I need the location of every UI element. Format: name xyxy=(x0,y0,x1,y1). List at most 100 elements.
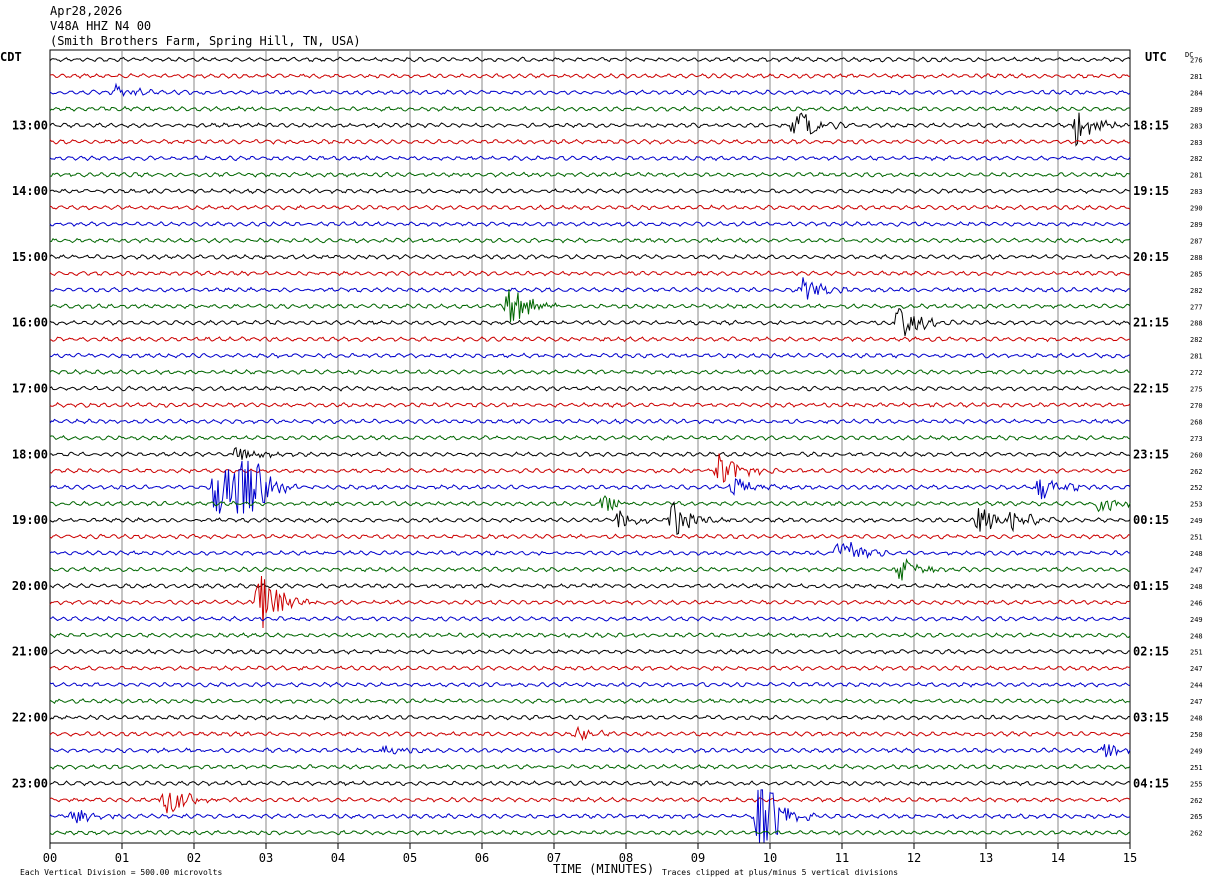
dc-offset-label: 248 xyxy=(1190,583,1203,591)
seismic-trace xyxy=(49,725,1131,742)
dc-offset-label: 246 xyxy=(1190,599,1203,607)
right-hour-label: 03:15 xyxy=(1133,711,1169,725)
seismic-trace xyxy=(49,453,1131,483)
axis-labels: CDT UTC DC TIME (MINUTES) Each Vertical … xyxy=(0,50,1203,877)
right-hour-label: 23:15 xyxy=(1133,447,1169,461)
seismic-trace xyxy=(49,221,1131,227)
seismic-trace xyxy=(49,401,1131,408)
dc-offset-label: 244 xyxy=(1190,682,1203,690)
dc-offset-label: 282 xyxy=(1190,336,1203,344)
dc-offset-label: 281 xyxy=(1190,353,1203,361)
seismic-trace xyxy=(50,446,1131,460)
seismic-trace xyxy=(49,82,1131,97)
seismic-trace xyxy=(49,632,1131,639)
x-tick-label: 11 xyxy=(835,851,849,865)
left-hour-label: 17:00 xyxy=(12,382,48,396)
seismic-trace xyxy=(49,289,1131,323)
seismic-trace xyxy=(49,541,1131,559)
seismic-trace xyxy=(49,681,1131,688)
dc-offset-label: 283 xyxy=(1190,139,1203,147)
seismic-trace xyxy=(49,697,1131,705)
x-tick-label: 02 xyxy=(187,851,201,865)
dc-offset-label: 275 xyxy=(1190,386,1203,394)
dc-offset-label: 288 xyxy=(1190,320,1203,328)
seismic-trace xyxy=(49,188,1131,195)
seismic-trace xyxy=(49,829,1131,836)
seismic-trace xyxy=(49,253,1131,260)
seismic-trace xyxy=(49,558,1130,581)
dc-offset-label: 281 xyxy=(1190,172,1203,180)
right-hour-label: 01:15 xyxy=(1133,579,1169,593)
dc-offset-label: 282 xyxy=(1190,287,1203,295)
dc-offset-label: 270 xyxy=(1190,402,1203,410)
seismic-trace xyxy=(49,105,1131,112)
seismic-trace xyxy=(49,307,1131,337)
dc-offset-label: 260 xyxy=(1190,451,1203,459)
left-hour-label: 22:00 xyxy=(12,711,48,725)
left-hour-label: 15:00 xyxy=(12,250,48,264)
left-hour-label: 20:00 xyxy=(12,579,48,593)
right-tz-label: UTC xyxy=(1145,50,1167,64)
x-tick-label: 07 xyxy=(547,851,561,865)
x-tick-label: 14 xyxy=(1051,851,1065,865)
seismic-trace xyxy=(49,112,1131,147)
seismic-trace xyxy=(49,763,1131,770)
dc-offset-label: 251 xyxy=(1190,764,1203,772)
dc-offset-label: 252 xyxy=(1190,484,1203,492)
dc-offset-label: 282 xyxy=(1190,155,1203,163)
scale-note: Each Vertical Division = 500.00 microvol… xyxy=(20,868,222,877)
dc-offset-label: 272 xyxy=(1190,369,1203,377)
seismic-trace xyxy=(49,171,1131,178)
dc-offset-label: 265 xyxy=(1190,813,1203,821)
seismic-trace xyxy=(49,270,1131,277)
dc-offset-label: 249 xyxy=(1190,616,1203,624)
dc-offset-label: 289 xyxy=(1190,106,1203,114)
seismic-trace xyxy=(49,277,1131,300)
right-hour-label: 18:15 xyxy=(1133,118,1169,132)
seismic-trace xyxy=(49,72,1131,79)
left-hour-label: 19:00 xyxy=(12,513,48,527)
dc-offset-label: 277 xyxy=(1190,303,1203,311)
right-hour-label: 21:15 xyxy=(1133,316,1169,330)
seismic-trace xyxy=(49,460,1131,514)
right-hour-label: 22:15 xyxy=(1133,382,1169,396)
left-hour-label: 16:00 xyxy=(12,316,48,330)
location-label: (Smith Brothers Farm, Spring Hill, TN, U… xyxy=(50,34,361,48)
x-tick-label: 08 xyxy=(619,851,633,865)
seismic-trace xyxy=(49,665,1131,672)
x-tick-label: 00 xyxy=(43,851,57,865)
dc-offset-label: 255 xyxy=(1190,780,1203,788)
plot-frame xyxy=(49,49,1131,844)
grid xyxy=(49,49,1131,849)
left-hour-label: 18:00 xyxy=(12,447,48,461)
station-label: V48A HHZ N4 00 xyxy=(50,19,152,33)
dc-offset-label: 281 xyxy=(1190,73,1203,81)
dc-offset-label: 248 xyxy=(1190,632,1203,640)
x-tick-label: 05 xyxy=(403,851,417,865)
dc-offset-label: 253 xyxy=(1190,501,1203,509)
dc-offset-label: 285 xyxy=(1190,270,1203,278)
right-hour-label: 00:15 xyxy=(1133,513,1169,527)
dc-offset-label: 276 xyxy=(1190,57,1203,65)
dc-offset-label: 249 xyxy=(1190,747,1203,755)
dc-offset-label: 262 xyxy=(1190,830,1203,838)
clip-note: Traces clipped at plus/minus 5 vertical … xyxy=(662,868,898,877)
left-tz-label: CDT xyxy=(0,50,22,64)
right-hour-label: 04:15 xyxy=(1133,776,1169,790)
seismic-trace xyxy=(49,648,1131,655)
x-tick-label: 09 xyxy=(691,851,705,865)
seismic-trace xyxy=(49,204,1131,211)
dc-offset-label: 283 xyxy=(1190,188,1203,196)
seismic-trace xyxy=(49,615,1131,622)
dc-offset-label: 268 xyxy=(1190,418,1203,426)
x-tick-label: 06 xyxy=(475,851,489,865)
dc-offset-label: 284 xyxy=(1190,89,1203,97)
dc-offset-label: 287 xyxy=(1190,237,1203,245)
dc-offset-label: 290 xyxy=(1190,205,1203,213)
dc-offset-label: 262 xyxy=(1190,797,1203,805)
dc-offset-label: 251 xyxy=(1190,649,1203,657)
seismic-trace xyxy=(49,582,1131,590)
seismic-trace xyxy=(49,385,1131,392)
x-tick-label: 04 xyxy=(331,851,345,865)
x-tick-label: 10 xyxy=(763,851,777,865)
